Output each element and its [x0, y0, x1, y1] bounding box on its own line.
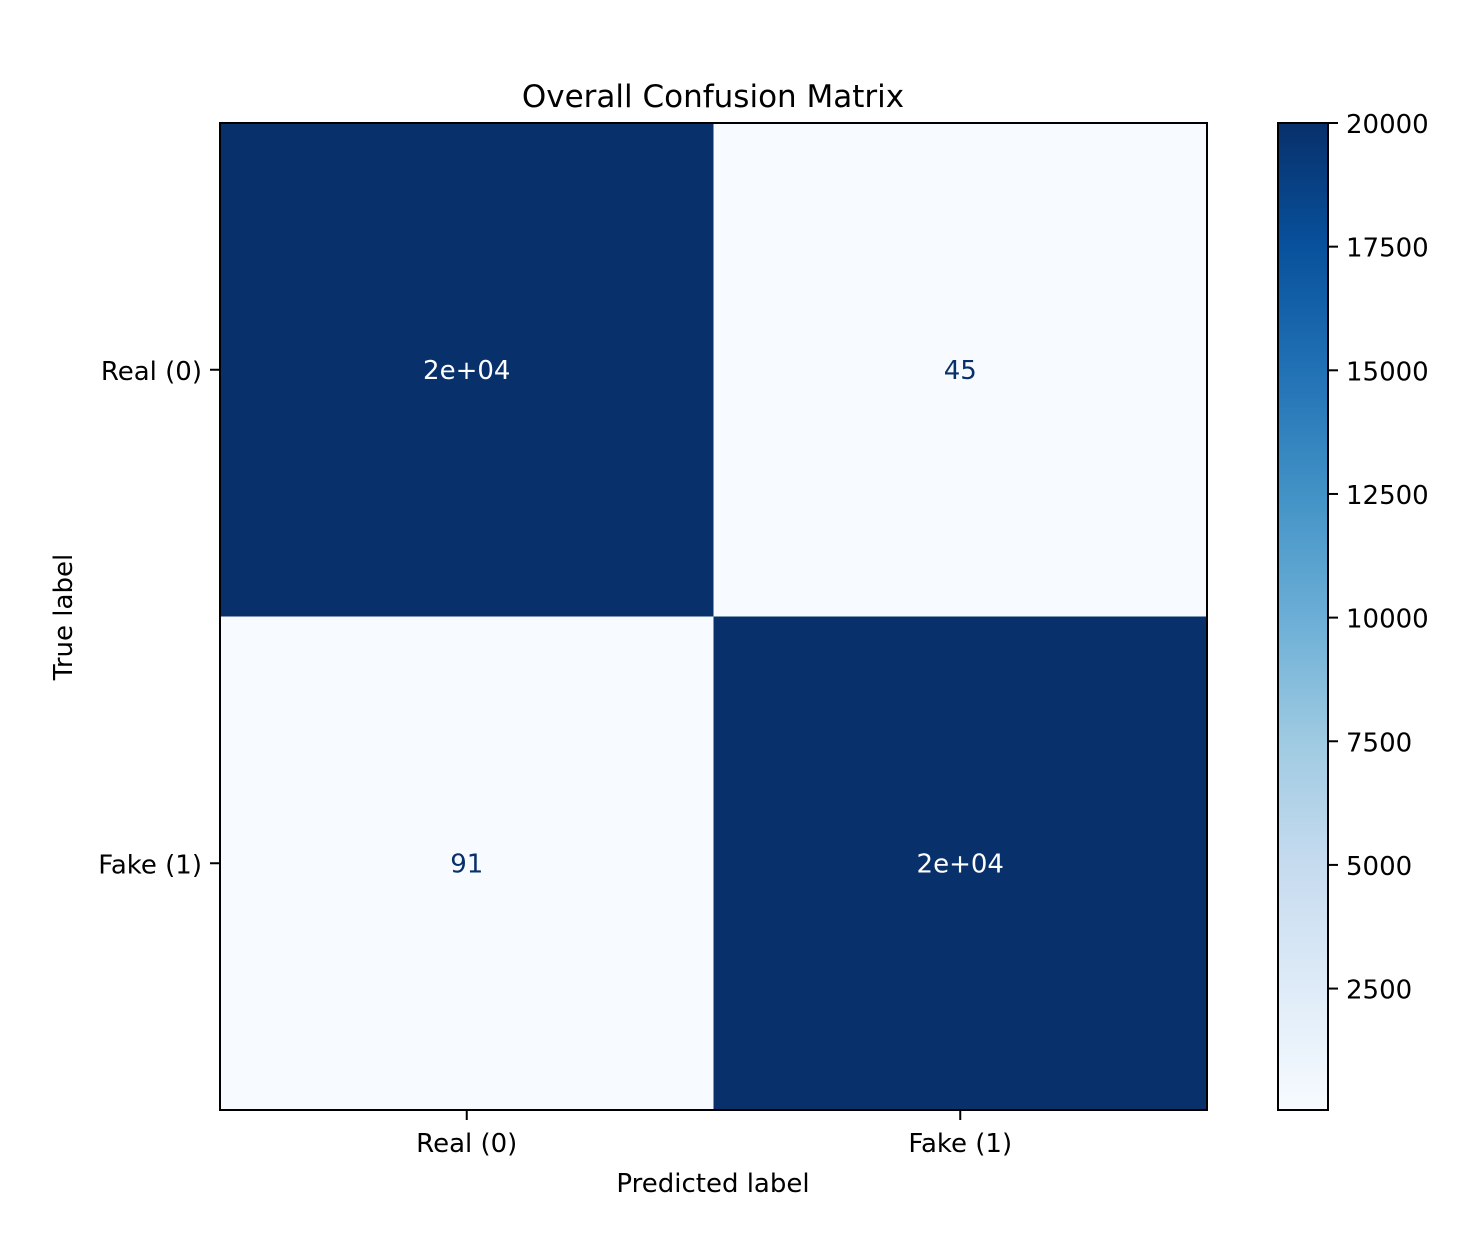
colorbar-tick-label: 20000: [1346, 110, 1429, 140]
colorbar-tick-label: 7500: [1346, 728, 1412, 758]
x-tick-label: Real (0): [416, 1129, 517, 1159]
matrix-cell-label: 2e+04: [917, 849, 1004, 879]
x-axis-label: Predicted label: [616, 1169, 809, 1199]
plot-frame: [219, 122, 1208, 1111]
colorbar-tick-label: 10000: [1346, 605, 1429, 635]
colorbar-tick-label: 15000: [1346, 357, 1429, 387]
matrix-cell: [220, 123, 714, 617]
y-axis-label: True label: [49, 554, 79, 681]
matrix-cells: [220, 123, 1207, 1110]
colorbar-tick-label: 17500: [1346, 234, 1429, 264]
y-tick-label: Real (0): [101, 357, 202, 387]
colorbar-tick-label: 5000: [1346, 852, 1412, 882]
colorbar-ticks: 2500 5000 7500 10000 12500 15000 17500 20000: [1328, 110, 1429, 1006]
matrix-cell-label: 2e+04: [423, 356, 510, 386]
matrix-cell: [220, 616, 714, 1110]
colorbar-tick-label: 2500: [1346, 976, 1412, 1006]
matrix-cell: [713, 616, 1207, 1110]
matrix-cell-labels: 2e+04 45 91 2e+04: [423, 356, 1004, 880]
chart-title: Overall Confusion Matrix: [522, 79, 904, 115]
x-axis-ticks: Real (0) Fake (1): [416, 1110, 1012, 1159]
y-tick-label: Fake (1): [98, 850, 202, 880]
matrix-cell-label: 45: [944, 356, 977, 386]
matrix-cell-label: 91: [450, 849, 483, 879]
x-tick-label: Fake (1): [908, 1129, 1012, 1159]
colorbar: [1277, 122, 1329, 1111]
y-axis-ticks: Real (0) Fake (1): [98, 357, 220, 880]
colorbar-tick-label: 12500: [1346, 481, 1429, 511]
matrix-cell: [713, 123, 1207, 617]
